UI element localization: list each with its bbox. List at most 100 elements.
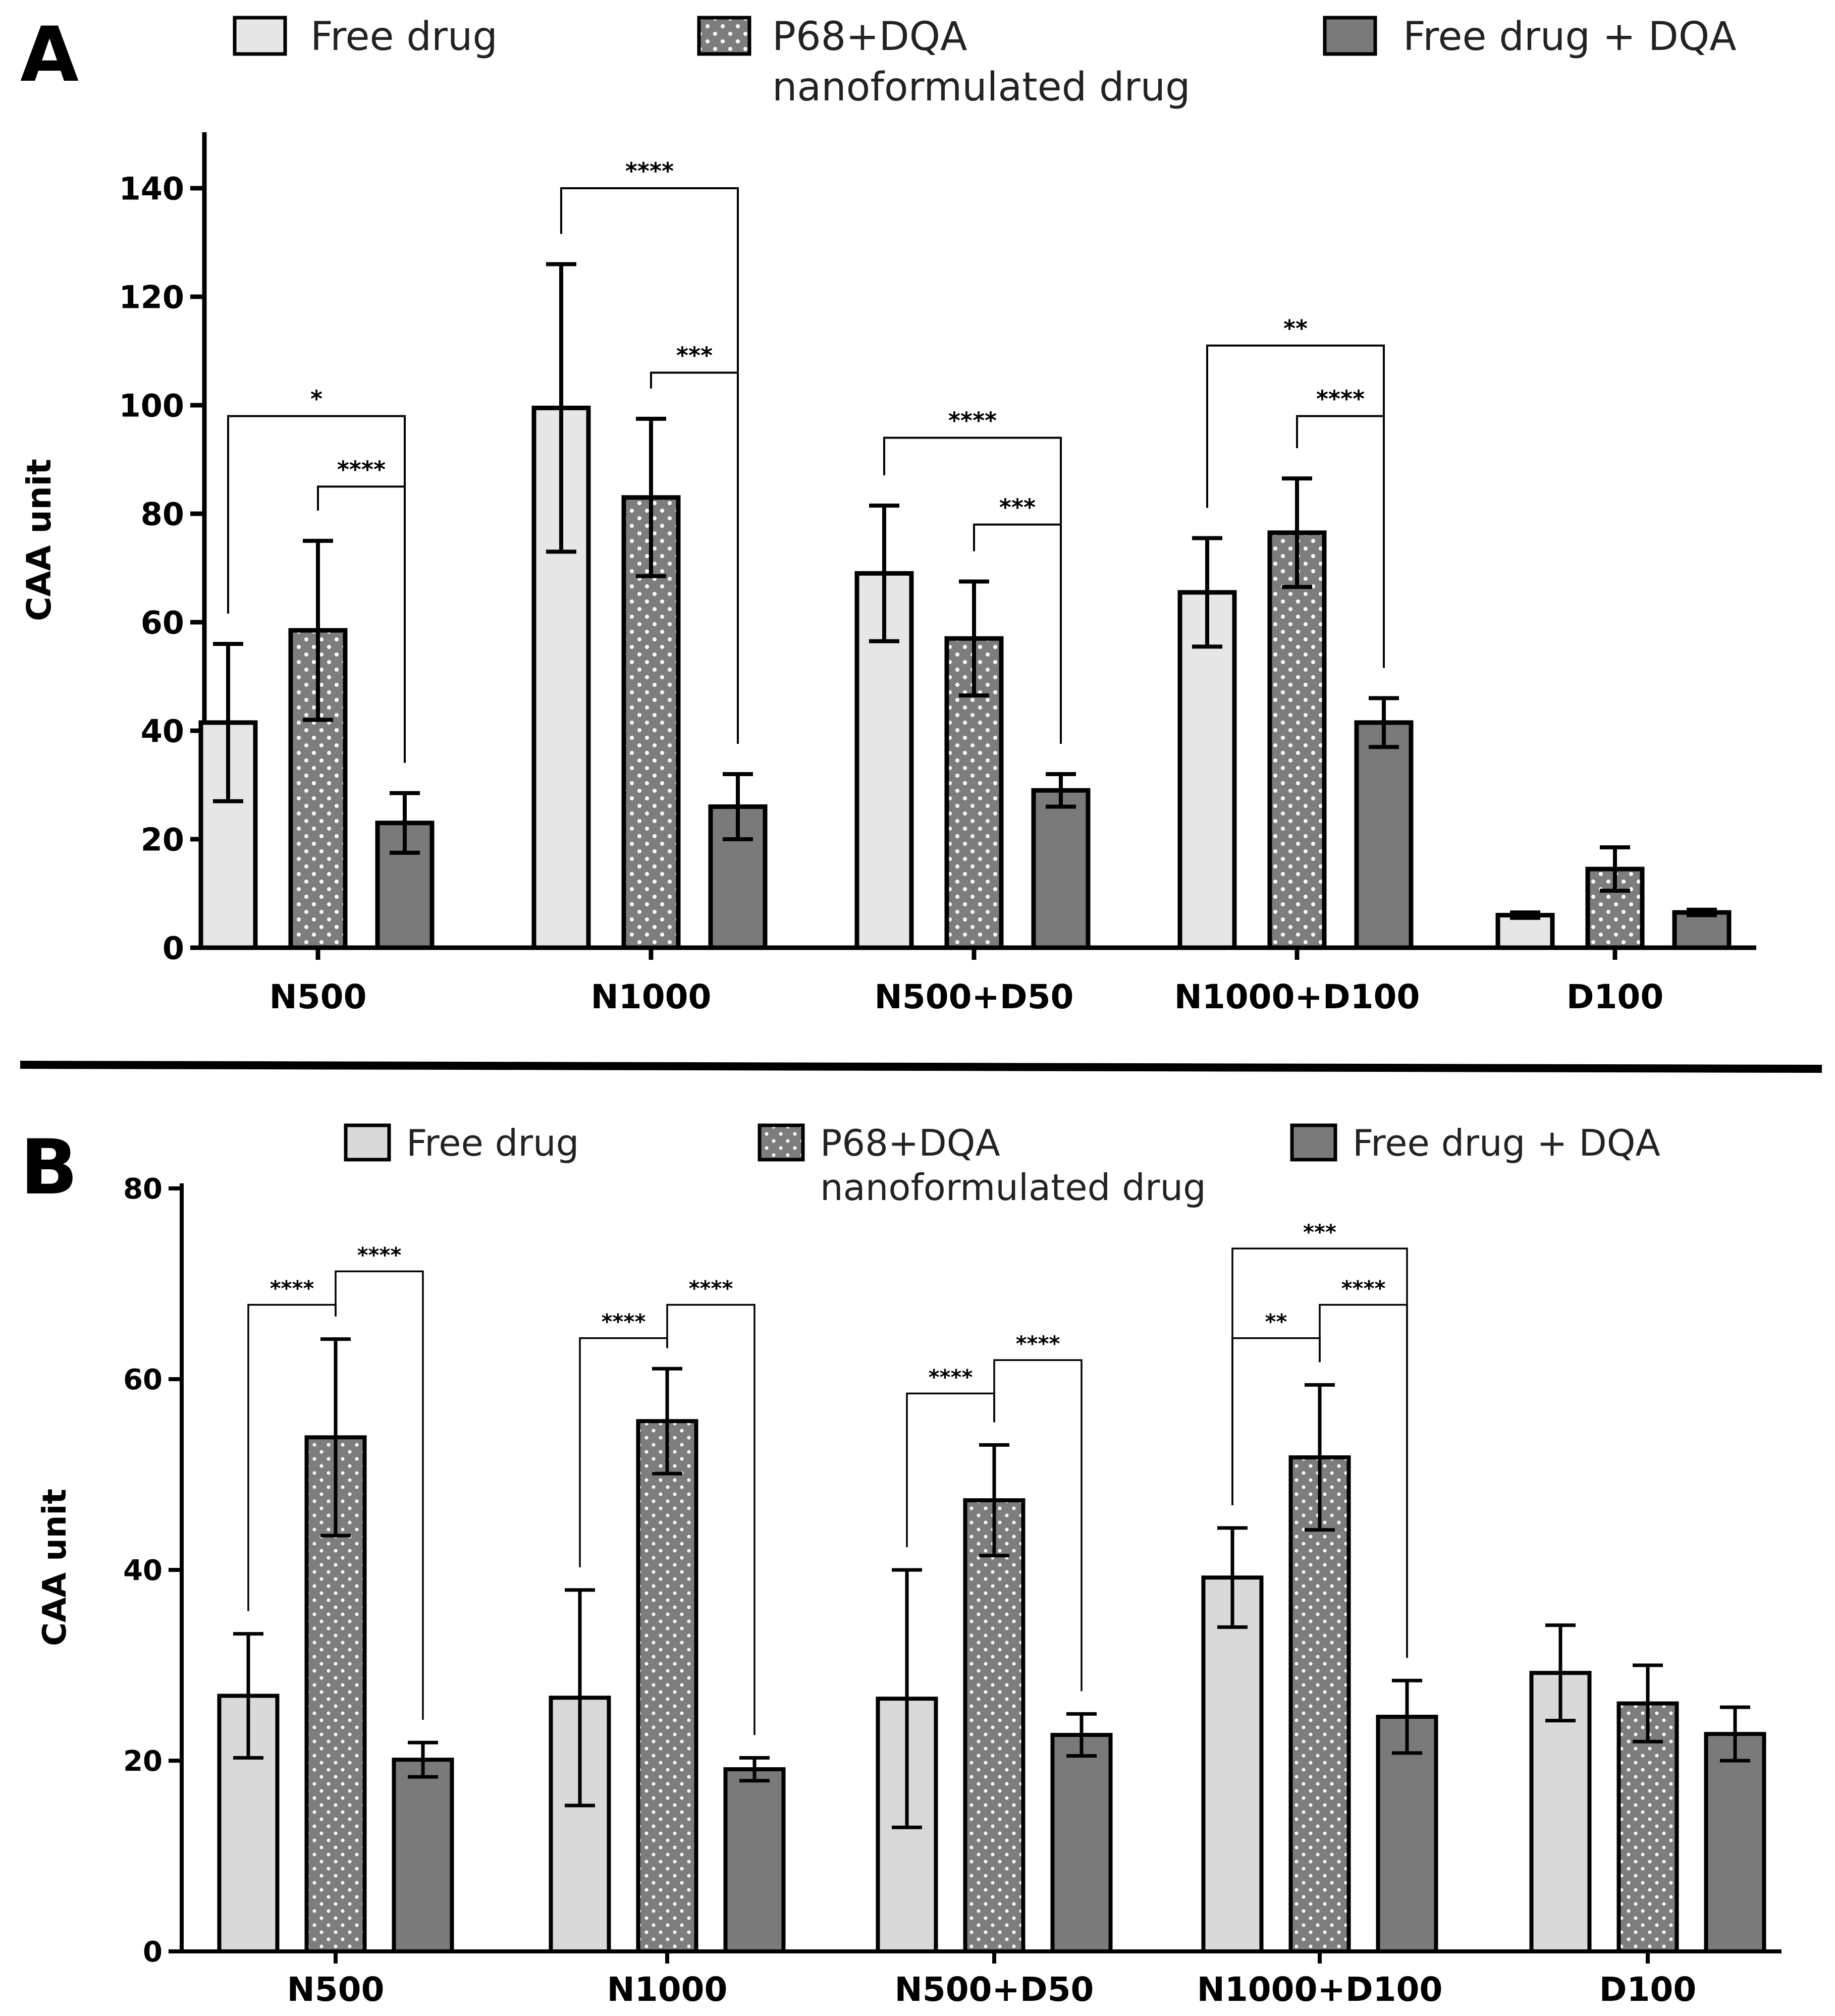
significance-label: **** (948, 407, 997, 434)
bar (1672, 910, 1732, 950)
significance-label: **** (929, 1365, 973, 1389)
error-bar (1600, 845, 1630, 893)
x-tick-label: N500+D50 (875, 977, 1074, 1016)
error-bar (869, 503, 899, 643)
significance-bracket (335, 1270, 424, 1720)
error-bar (1217, 1526, 1248, 1629)
bar (1704, 1732, 1766, 1954)
significance-bracket (666, 1303, 755, 1735)
significance-label: * (310, 386, 322, 413)
error-bar (636, 416, 666, 578)
y-tick-label: 0 (143, 1936, 163, 1969)
bar (723, 1767, 786, 1953)
significance-bracket (993, 1359, 1083, 1692)
bar (1354, 720, 1414, 950)
x-tick-label: D100 (1567, 977, 1664, 1016)
y-axis-label: CAA unit (36, 1489, 74, 1646)
significance-label: *** (676, 342, 713, 369)
y-tick-label: 0 (163, 930, 184, 966)
bar (636, 1419, 698, 1953)
significance-label: **** (1341, 1276, 1386, 1301)
error-bar (303, 538, 333, 722)
panel-separator (20, 1061, 1822, 1073)
panel-letter: B (20, 1124, 78, 1212)
legend-swatch (697, 16, 751, 56)
significance-label: **** (689, 1276, 733, 1301)
error-bar (979, 1443, 1009, 1558)
significance-bracket (1296, 415, 1385, 668)
panel-letter: A (20, 11, 79, 99)
significance-label: **** (625, 157, 674, 185)
error-bar (1633, 1663, 1663, 1743)
significance-label: ** (1283, 315, 1308, 342)
legend: Free drug P68+DQA nanoformulated drug Free … (233, 14, 1737, 110)
significance-bracket (650, 371, 739, 744)
significance-bracket (317, 485, 406, 763)
legend-swatch (758, 1123, 805, 1162)
error-bar (1720, 1705, 1750, 1763)
x-tick-label: N500+D50 (895, 1970, 1094, 2009)
significance-bracket (1319, 1303, 1408, 1658)
significance-label: **** (337, 456, 386, 483)
legend-swatch (1323, 16, 1377, 56)
legend-label: Free drug + DQA (1353, 1122, 1660, 1164)
legend: Free drug P68+DQA nanoformulated drug Free … (344, 1122, 1660, 1209)
y-tick-label: 60 (141, 604, 184, 641)
bar (392, 1758, 454, 1954)
error-bar (739, 1756, 770, 1783)
x-tick-label: N1000+D100 (1174, 977, 1420, 1016)
significance-label: **** (1316, 386, 1365, 413)
error-bar (652, 1367, 682, 1476)
y-tick-label: 80 (141, 496, 184, 532)
bar (1267, 530, 1327, 950)
y-tick-label: 20 (123, 1745, 163, 1778)
error-bar (1046, 772, 1076, 809)
bar (1031, 788, 1091, 950)
x-tick-label: N1000 (607, 1970, 728, 2009)
error-bar (1192, 536, 1222, 649)
error-bar (1282, 476, 1312, 589)
error-bar (233, 1632, 263, 1760)
legend-label: Free drug (406, 1122, 579, 1164)
bar (963, 1498, 1026, 1953)
panel-a: A Free drug P68+DQA nanoformulated drugFree… (20, 11, 1756, 1016)
legend-swatch (344, 1123, 391, 1162)
x-tick-label: N500 (287, 1970, 384, 2009)
error-bar (723, 772, 753, 841)
bar (1376, 1715, 1438, 1954)
significance-bracket (973, 523, 1062, 744)
legend-swatch (1290, 1123, 1337, 1162)
legend-label: P68+DQA nanoformulated drug (772, 14, 1191, 110)
error-bar (213, 642, 243, 803)
legend-label: P68+DQA nanoformulated drug (820, 1122, 1206, 1209)
error-bar (892, 1568, 922, 1829)
y-tick-label: 40 (123, 1554, 163, 1587)
x-tick-label: N1000+D100 (1197, 1970, 1443, 2009)
error-bar (1066, 1712, 1097, 1758)
legend-label: Free drug (310, 14, 498, 60)
legend-label: Free drug + DQA (1403, 14, 1737, 60)
y-tick-label: 80 (123, 1173, 163, 1206)
error-bar (1545, 1623, 1576, 1723)
error-bar (408, 1740, 438, 1779)
error-bar (390, 791, 420, 855)
significance-label: **** (357, 1242, 402, 1267)
error-bar (1687, 907, 1717, 917)
y-tick-label: 120 (119, 279, 184, 315)
x-tick-label: D100 (1599, 1970, 1697, 2009)
error-bar (959, 579, 989, 698)
legend-swatch (233, 16, 287, 56)
error-bar (320, 1337, 351, 1538)
significance-label: *** (999, 494, 1036, 521)
y-tick-label: 140 (119, 170, 184, 207)
significance-label: **** (270, 1276, 314, 1301)
significance-label: **** (602, 1310, 646, 1334)
y-tick-label: 20 (141, 821, 184, 858)
bar (1050, 1732, 1113, 1953)
bar (1201, 1575, 1264, 1954)
error-bar (546, 262, 576, 554)
significance-label: ** (1265, 1310, 1287, 1334)
y-tick-label: 40 (141, 713, 184, 749)
panel-b: B Free drug P68+DQA nanoformulated drugFree… (20, 1122, 1782, 2009)
